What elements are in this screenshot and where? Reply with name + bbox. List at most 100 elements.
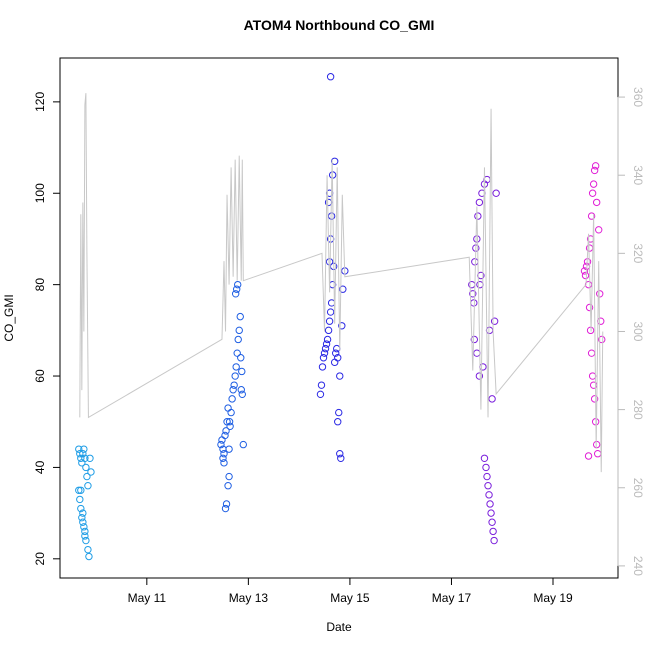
data-point	[331, 349, 340, 357]
data-point	[75, 445, 83, 453]
data-point	[325, 317, 334, 325]
data-point	[237, 386, 245, 394]
data-point	[330, 358, 339, 367]
y2-tick-label: 280	[631, 400, 645, 420]
data-point	[234, 335, 242, 344]
data-point	[224, 481, 232, 490]
data-point	[335, 408, 343, 417]
data-point	[319, 354, 328, 362]
data-point	[587, 212, 596, 220]
data-point	[218, 436, 226, 444]
data-point	[326, 73, 335, 81]
data-point	[592, 198, 601, 207]
data-point	[76, 495, 84, 504]
data-point	[589, 180, 598, 188]
data-point	[228, 395, 236, 403]
data-point	[591, 162, 600, 170]
data-point	[239, 440, 247, 449]
y-tick-label: 120	[33, 92, 47, 112]
data-point	[237, 354, 245, 362]
data-point	[487, 509, 495, 517]
data-point	[323, 335, 332, 344]
data-point	[479, 363, 487, 371]
data-point	[484, 481, 492, 490]
data-point	[77, 504, 85, 513]
data-point	[225, 472, 233, 481]
data-point	[324, 326, 333, 335]
data-point	[238, 390, 246, 399]
x-tick-label: May 19	[533, 591, 573, 605]
data-point	[476, 280, 484, 289]
data-point	[219, 454, 227, 462]
data-point	[234, 280, 242, 289]
data-line	[79, 93, 604, 473]
data-point	[339, 285, 347, 293]
data-point	[80, 445, 88, 453]
data-point	[77, 486, 85, 494]
data-point	[490, 536, 498, 545]
data-point	[221, 504, 230, 513]
y2-tick-label: 300	[631, 321, 645, 341]
data-point	[316, 390, 325, 399]
data-point	[580, 267, 589, 275]
data-point	[336, 372, 344, 380]
data-point	[226, 422, 234, 430]
y2-tick-label: 340	[631, 165, 645, 185]
data-point	[222, 427, 230, 435]
data-point	[86, 454, 94, 462]
data-point	[83, 472, 91, 481]
data-point	[80, 523, 88, 531]
data-point	[238, 367, 246, 376]
data-point	[475, 372, 484, 380]
data-point	[224, 404, 232, 412]
y-axis-title: CO_GMI	[2, 294, 16, 341]
data-point	[588, 189, 597, 197]
y2-tick-label: 260	[631, 478, 645, 498]
data-point	[336, 450, 344, 458]
data-point	[76, 450, 84, 458]
data-point	[82, 463, 90, 472]
data-point	[78, 513, 86, 522]
data-point	[81, 532, 89, 540]
y2-tick-label: 360	[631, 87, 645, 107]
data-point	[85, 552, 93, 561]
data-point	[231, 372, 239, 380]
data-point	[221, 431, 229, 440]
data-point	[597, 317, 605, 325]
data-point	[79, 518, 87, 526]
data-point	[77, 454, 85, 462]
data-point	[482, 463, 490, 472]
data-point	[584, 452, 593, 460]
data-point	[581, 271, 590, 280]
data-point	[225, 418, 234, 426]
data-point	[471, 258, 479, 266]
data-point	[321, 344, 330, 353]
data-point	[82, 536, 90, 545]
data-point	[230, 381, 238, 389]
data-point	[588, 372, 597, 380]
data-point	[598, 335, 606, 344]
data-point	[483, 472, 491, 481]
data-point	[587, 349, 596, 357]
x-tick-label: May 13	[229, 591, 269, 605]
data-point	[474, 212, 482, 220]
data-point	[229, 386, 237, 394]
data-point	[488, 395, 496, 403]
chart-title: ATOM4 Northbound CO_GMI	[244, 17, 435, 33]
data-point	[317, 381, 326, 389]
data-point	[320, 349, 329, 357]
data-point	[322, 340, 331, 348]
x-axis-title: Date	[326, 620, 352, 634]
data-point	[475, 198, 484, 207]
data-point	[485, 491, 493, 499]
x-tick-label: May 15	[330, 591, 370, 605]
data-point	[590, 395, 599, 403]
data-point	[480, 454, 489, 462]
data-point	[338, 322, 346, 330]
data-point	[217, 440, 225, 449]
data-point	[87, 468, 95, 476]
data-point	[330, 157, 339, 165]
data-point	[327, 212, 336, 220]
y2-tick-label: 240	[631, 556, 645, 576]
data-point	[220, 450, 228, 458]
